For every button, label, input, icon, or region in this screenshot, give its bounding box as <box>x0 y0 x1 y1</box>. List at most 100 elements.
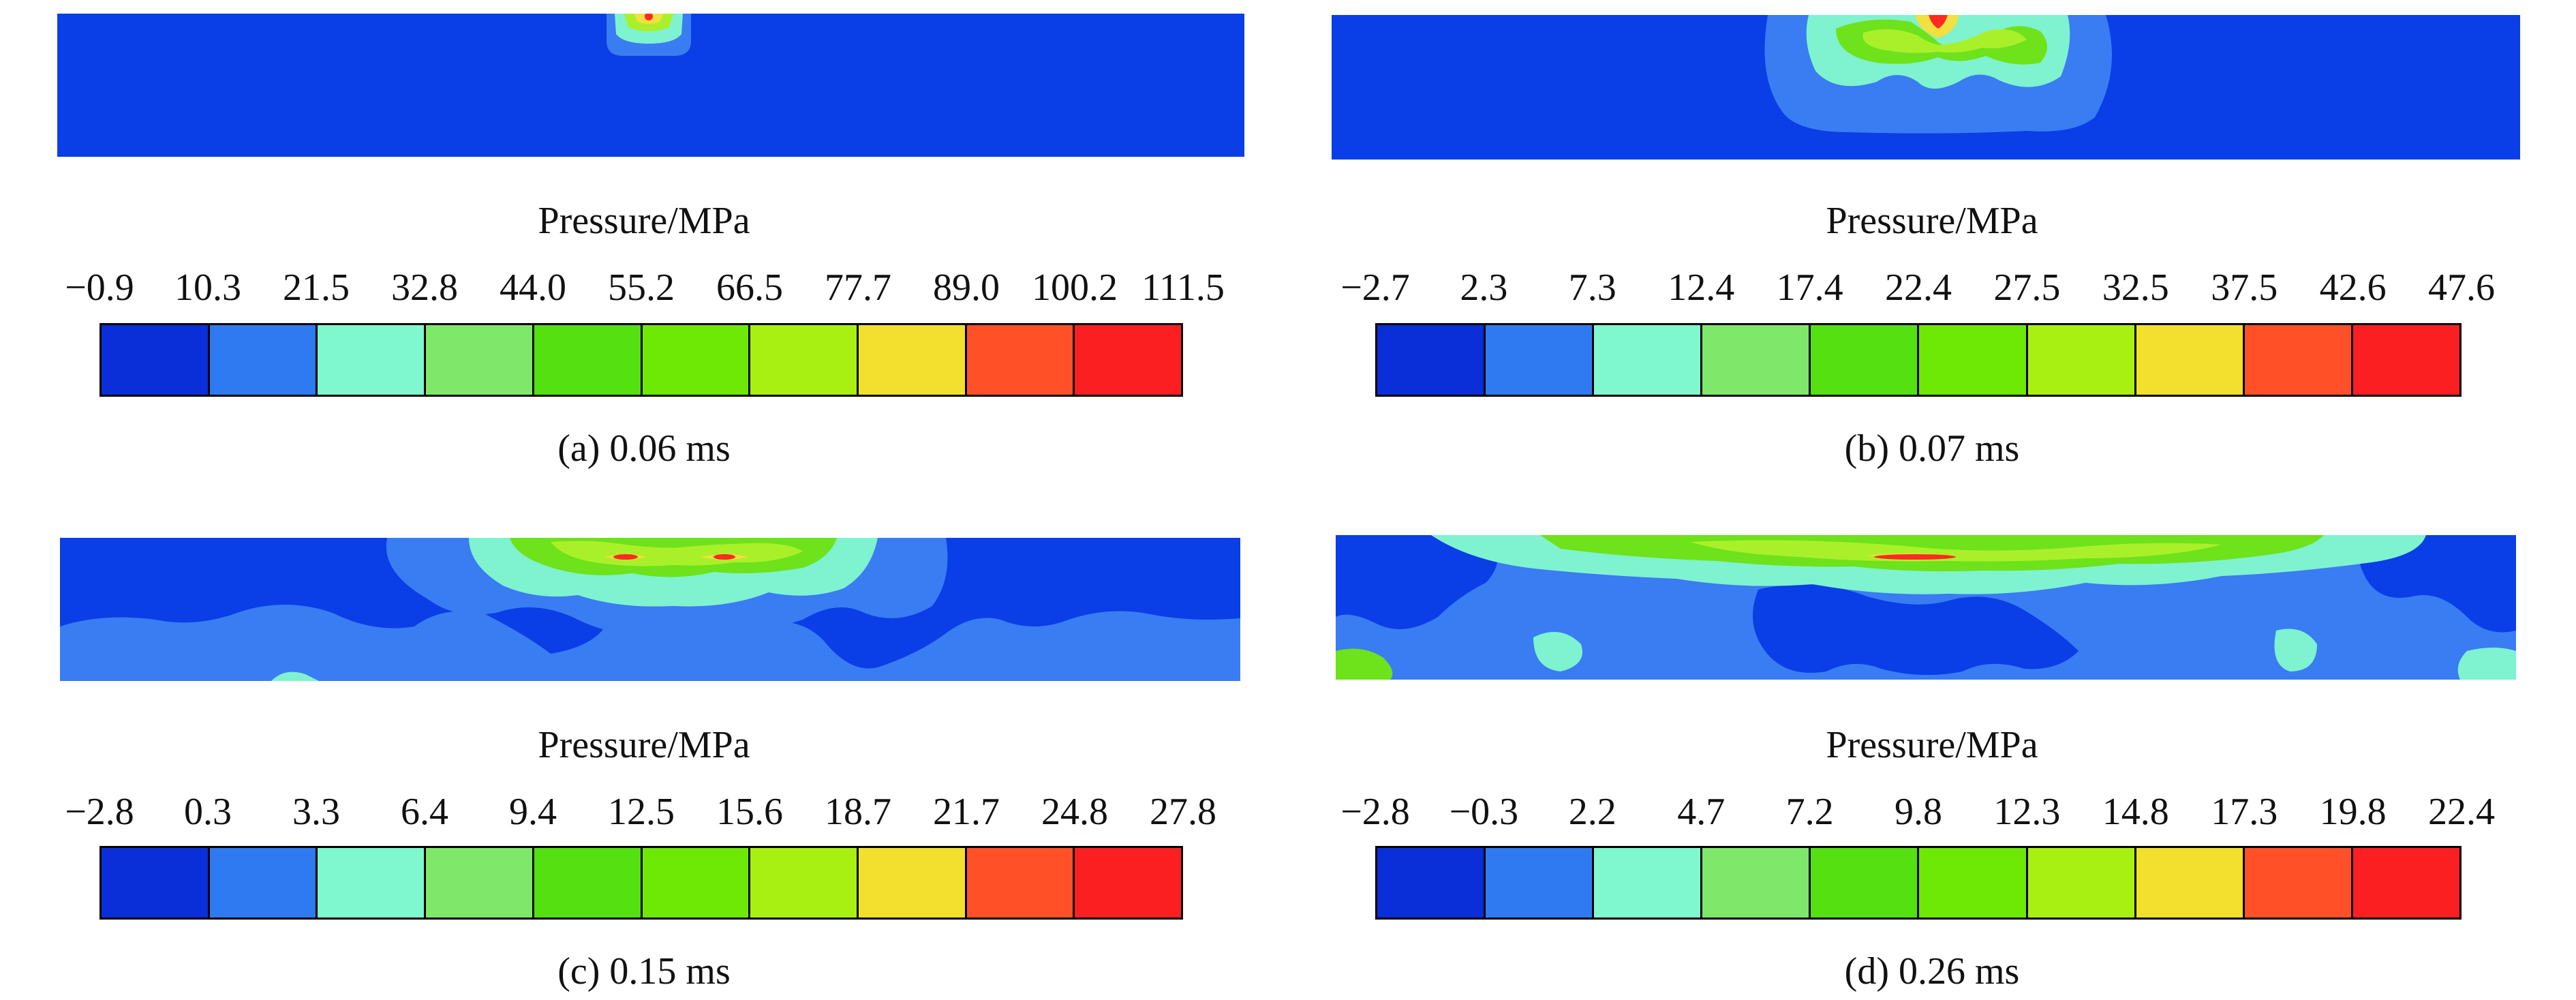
panel-d: Pressure/MPa −2.8 −0.3 2.2 4.7 7.2 9.8 1… <box>1288 500 2576 999</box>
tick-label: 24.8 <box>1041 791 1108 833</box>
colorbar-swatch <box>2244 325 2353 395</box>
colorbar-swatch <box>1919 325 2028 395</box>
colorbar-swatch <box>534 325 643 395</box>
tick-label: 21.7 <box>933 791 1000 833</box>
colorbar-swatch <box>1919 848 2028 918</box>
tick-label: 7.2 <box>1785 791 1834 833</box>
colorbar-swatch <box>2352 325 2459 395</box>
colorbar-swatch <box>1486 325 1595 395</box>
panel-a: Pressure/MPa −0.9 10.3 21.5 32.8 44.0 55… <box>0 0 1288 500</box>
colorbar-swatch <box>209 325 318 395</box>
tick-label: 14.8 <box>2102 791 2169 833</box>
colorbar-swatch <box>1075 848 1182 918</box>
pressure-field-c <box>60 538 1240 681</box>
tick-label: 42.6 <box>2319 267 2387 309</box>
tick-label: 4.7 <box>1677 791 1726 833</box>
colorbar-swatch <box>102 848 210 918</box>
tick-label: 77.7 <box>825 267 891 309</box>
colorbar-ticks-b: −2.7 2.3 7.3 12.4 17.4 22.4 27.5 32.5 37… <box>1340 266 2495 309</box>
colorbar-swatch <box>426 325 534 395</box>
tick-label: 27.8 <box>1150 791 1216 833</box>
pressure-field-d <box>1336 535 2516 680</box>
colorbar-swatch <box>2027 848 2136 918</box>
colorbar-swatch <box>1594 325 1703 395</box>
legend-title-c: Pressure/MPa <box>538 724 750 766</box>
tick-label: 22.4 <box>2428 791 2495 833</box>
colorbar-swatch <box>534 848 643 918</box>
tick-label: 89.0 <box>933 267 1000 309</box>
tick-label: 2.2 <box>1568 791 1616 833</box>
colorbar-swatch <box>1702 325 1811 395</box>
tick-label: 100.2 <box>1032 267 1118 309</box>
colorbar-swatch <box>102 325 210 395</box>
colorbar-swatch <box>1702 848 1811 918</box>
colorbar-swatch <box>1594 848 1703 918</box>
tick-label: 6.4 <box>401 791 448 833</box>
colorbar-d <box>1375 846 2462 920</box>
colorbar-swatch <box>642 325 751 395</box>
colorbar-swatch <box>426 848 534 918</box>
tick-label: 44.0 <box>500 267 566 309</box>
tick-label: 32.5 <box>2102 267 2169 309</box>
colorbar-ticks-d: −2.8 −0.3 2.2 4.7 7.2 9.8 12.3 14.8 17.3… <box>1340 790 2495 834</box>
pressure-field-a <box>57 14 1244 157</box>
tick-label: 111.5 <box>1141 267 1225 309</box>
tick-label: 27.5 <box>1993 267 2061 309</box>
colorbar-swatch <box>1811 848 1920 918</box>
tick-label: 7.3 <box>1568 267 1616 309</box>
tick-label: 0.3 <box>184 791 232 833</box>
colorbar-swatch <box>2244 848 2353 918</box>
colorbar-swatch <box>318 325 427 395</box>
colorbar-swatch <box>750 325 859 395</box>
caption-d: (d) 0.26 ms <box>1844 950 2020 993</box>
tick-label: 10.3 <box>174 267 241 309</box>
tick-label: 12.5 <box>608 791 675 833</box>
tick-label: 37.5 <box>2211 267 2278 309</box>
tick-label: −0.9 <box>65 267 134 309</box>
tick-label: −2.8 <box>1340 791 1410 833</box>
colorbar-swatch <box>2352 848 2459 918</box>
colorbar-swatch <box>858 325 967 395</box>
colorbar-swatch <box>2027 325 2136 395</box>
panel-b: Pressure/MPa −2.7 2.3 7.3 12.4 17.4 22.4… <box>1288 0 2576 500</box>
tick-label: 2.3 <box>1460 267 1508 309</box>
caption-a: (a) 0.06 ms <box>557 427 731 470</box>
panel-c: Pressure/MPa −2.8 0.3 3.3 6.4 9.4 12.5 1… <box>0 500 1288 999</box>
pressure-field-b <box>1332 15 2520 160</box>
tick-label: 47.6 <box>2428 267 2495 309</box>
tick-label: 19.8 <box>2319 791 2387 833</box>
colorbar-swatch <box>858 848 967 918</box>
tick-label: −2.7 <box>1340 267 1410 309</box>
colorbar-swatch <box>1075 325 1182 395</box>
colorbar-swatch <box>966 848 1075 918</box>
tick-label: 55.2 <box>608 267 675 309</box>
colorbar-swatch <box>209 848 318 918</box>
colorbar-b <box>1375 323 2462 397</box>
colorbar-swatch <box>1811 325 1920 395</box>
colorbar-swatch <box>1486 848 1595 918</box>
colorbar-swatch <box>318 848 427 918</box>
tick-label: 3.3 <box>292 791 340 833</box>
tick-label: −2.8 <box>65 791 134 833</box>
tick-label: 15.6 <box>716 791 783 833</box>
tick-label: 18.7 <box>825 791 891 833</box>
legend-title-d: Pressure/MPa <box>1826 724 2038 766</box>
tick-label: 9.4 <box>509 791 557 833</box>
tick-label: −0.3 <box>1449 791 1519 833</box>
tick-label: 21.5 <box>283 267 350 309</box>
tick-label: 17.3 <box>2211 791 2278 833</box>
tick-label: 66.5 <box>716 267 783 309</box>
colorbar-swatch <box>1377 848 1486 918</box>
colorbar-ticks-c: −2.8 0.3 3.3 6.4 9.4 12.5 15.6 18.7 21.7… <box>65 790 1216 834</box>
colorbar-swatch <box>1377 325 1486 395</box>
colorbar-swatch <box>2136 848 2245 918</box>
caption-c: (c) 0.15 ms <box>557 950 731 993</box>
tick-label: 12.4 <box>1668 267 1735 309</box>
tick-label: 32.8 <box>391 267 458 309</box>
colorbar-swatch <box>642 848 751 918</box>
colorbar-swatch <box>750 848 859 918</box>
tick-label: 9.8 <box>1895 791 1942 833</box>
tick-label: 22.4 <box>1885 267 1952 309</box>
tick-label: 17.4 <box>1776 267 1843 309</box>
tick-label: 12.3 <box>1993 791 2061 833</box>
